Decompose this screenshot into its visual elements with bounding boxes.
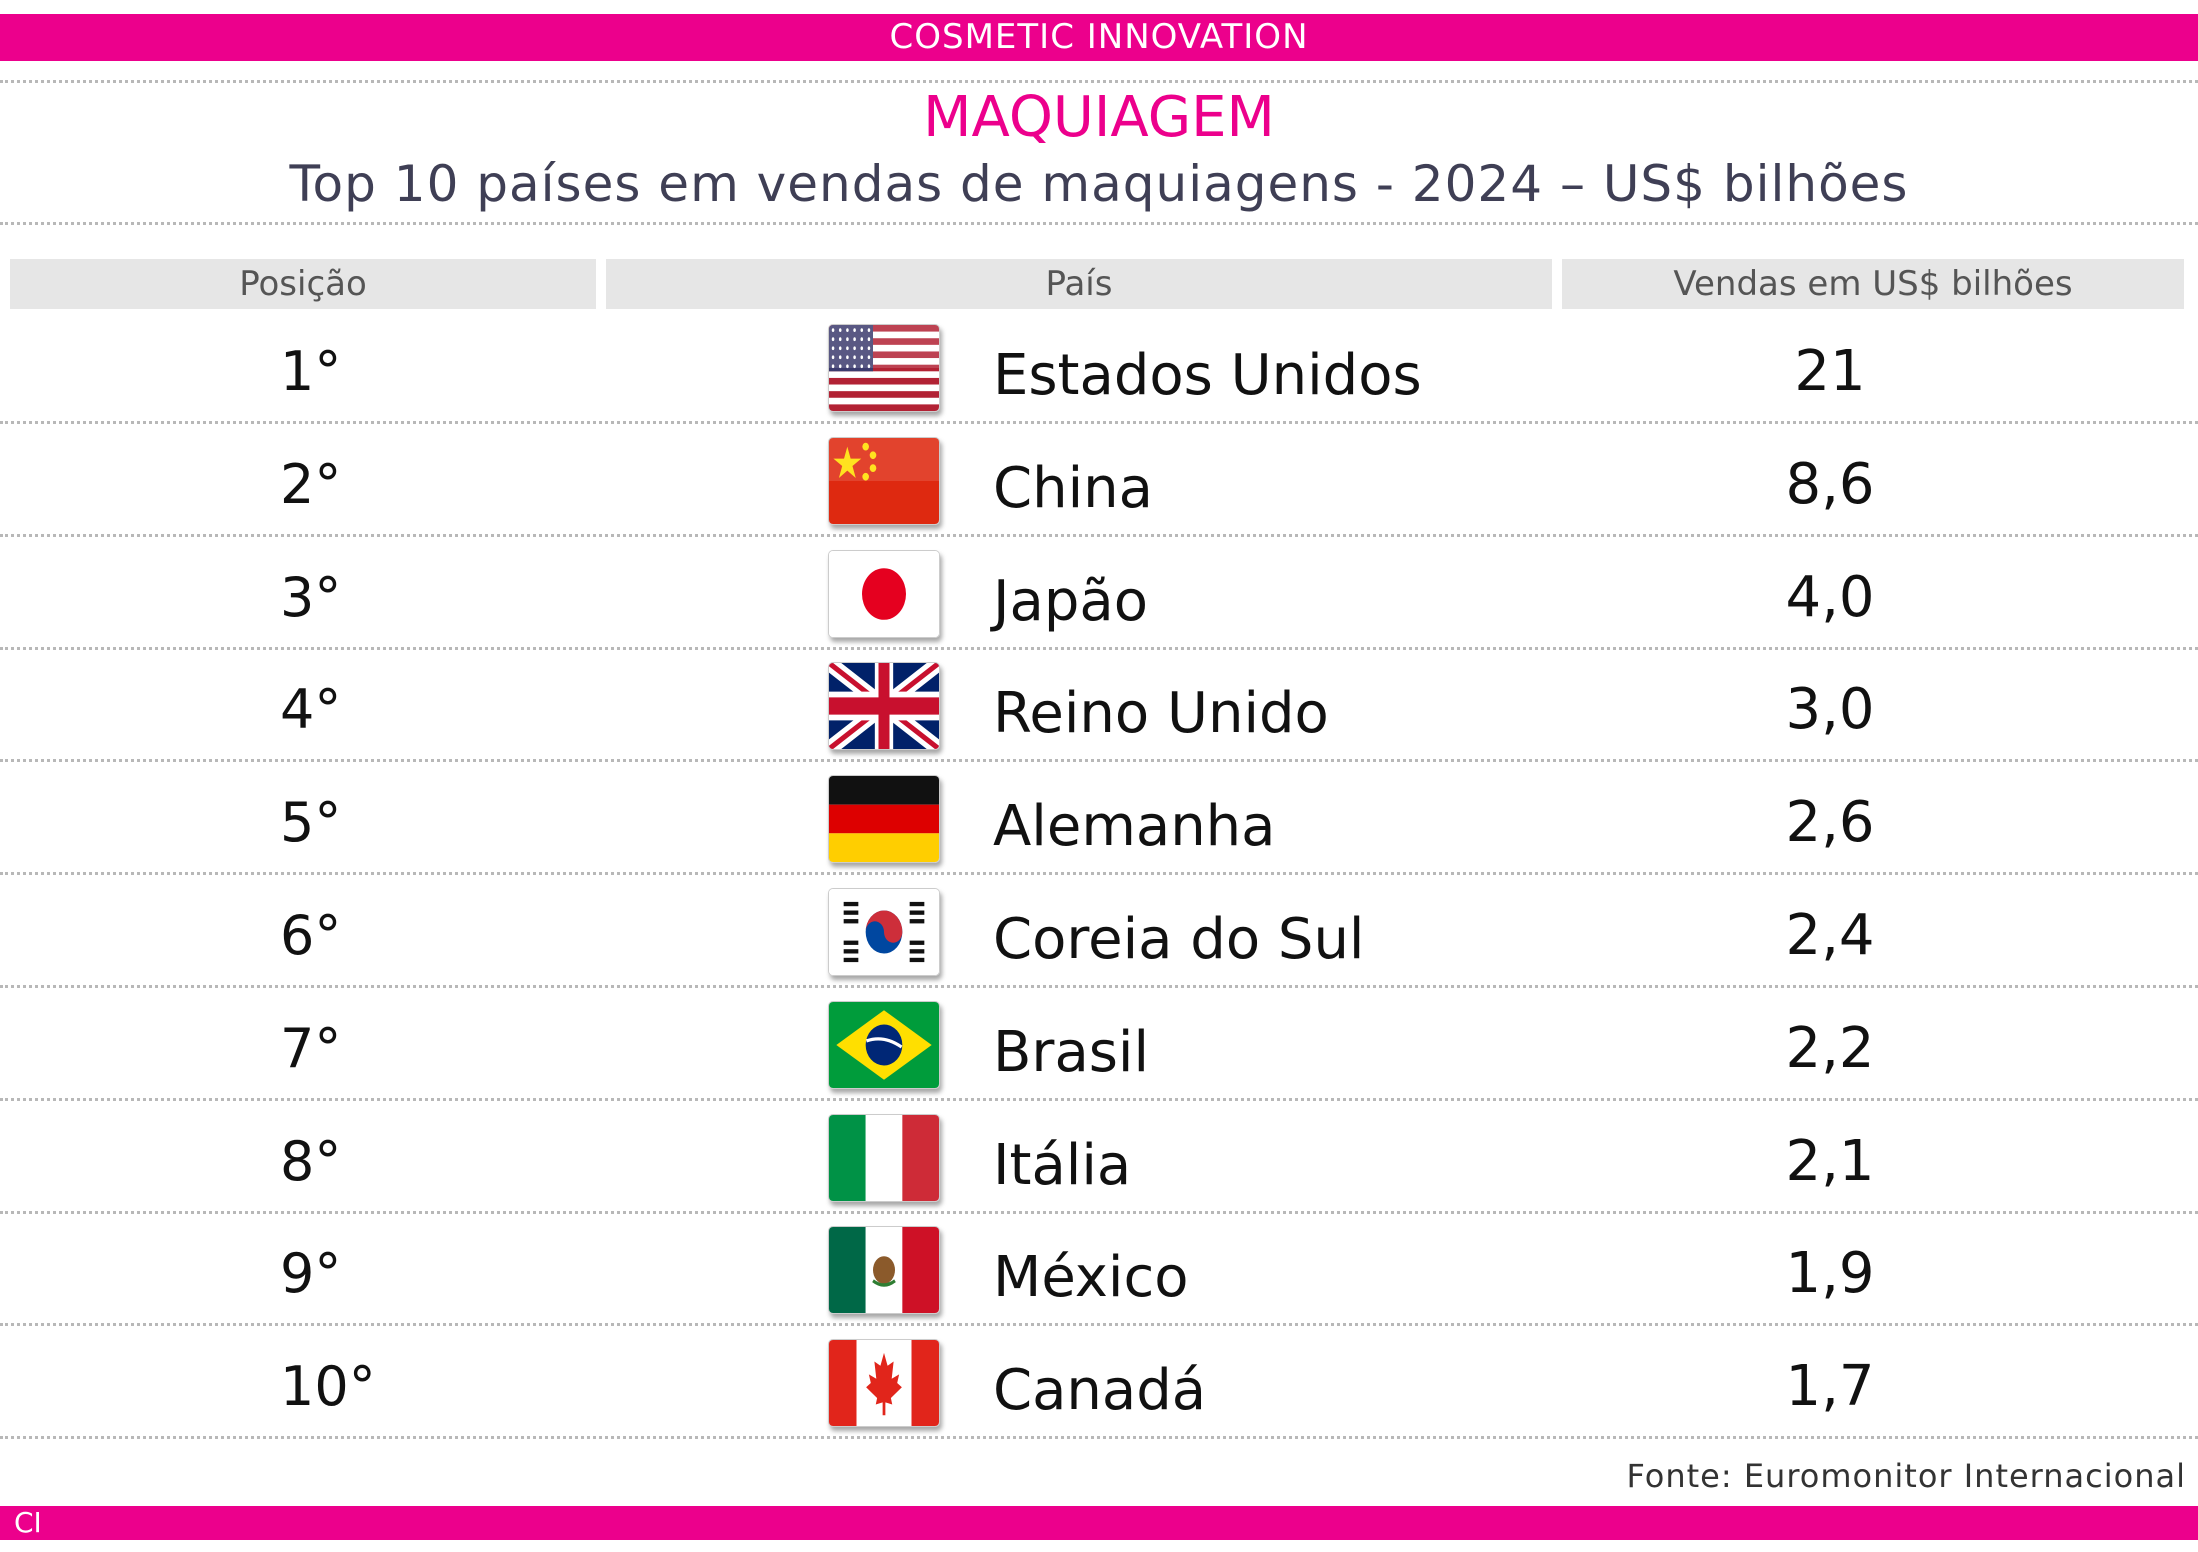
table-row: 6° Coreia do Sul 2,4 [0, 874, 2198, 988]
row-divider [0, 421, 2198, 424]
rank-position: 1° [280, 340, 342, 403]
row-divider [0, 1436, 2198, 1440]
bottom-banner: CI [0, 1506, 2198, 1540]
flag-usa-icon [828, 324, 940, 412]
top-banner: COSMETIC INNOVATION [0, 14, 2198, 61]
row-divider [0, 646, 2198, 650]
section-title: MAQUIAGEM [923, 85, 1275, 150]
country-name: México [993, 1245, 1189, 1311]
country-name: Canadá [993, 1358, 1207, 1424]
country-name: Coreia do Sul [993, 907, 1365, 972]
rank-position: 3° [280, 565, 342, 629]
sales-value: 1,9 [1785, 1241, 1875, 1307]
table-row: 8° Itália 2,1 [0, 1100, 2198, 1214]
table-row: 10° Canadá 1,7 [0, 1325, 2198, 1440]
flag-italy-icon [828, 1113, 940, 1202]
source-note: Fonte: Euromonitor Internacional [1626, 1457, 2186, 1495]
sales-value: 21 [1794, 339, 1866, 404]
row-divider [0, 1097, 2198, 1101]
row-divider [0, 872, 2198, 876]
sales-value: 8,6 [1785, 451, 1875, 517]
header-country: País [606, 259, 1552, 309]
banner-text: COSMETIC INNOVATION [889, 17, 1309, 57]
footer-logo: CI [14, 1506, 42, 1539]
table-row: 2° China 8,6 [0, 423, 2198, 537]
table-row: 5° Alemanha 2,6 [0, 761, 2198, 876]
rank-position: 9° [280, 1242, 342, 1306]
row-divider [0, 759, 2198, 763]
flag-china-icon [828, 436, 940, 525]
sales-value: 3,0 [1785, 677, 1875, 743]
table-row: 7° Brasil 2,2 [0, 987, 2198, 1101]
country-name: Alemanha [993, 794, 1276, 860]
flag-canada-icon [828, 1339, 940, 1428]
row-divider [0, 1210, 2198, 1214]
row-divider [0, 985, 2198, 988]
country-name: China [993, 455, 1153, 521]
divider [0, 222, 2198, 225]
rank-position: 5° [280, 791, 342, 855]
rank-position: 10° [280, 1355, 376, 1419]
page-subtitle: Top 10 países em vendas de maquiagens - … [289, 155, 1909, 213]
table-row: 4° Reino Unido 3,0 [0, 648, 2198, 763]
flag-south-korea-icon [828, 888, 940, 976]
sales-value: 2,2 [1785, 1015, 1875, 1081]
sales-value: 2,6 [1785, 790, 1875, 856]
sales-value: 2,1 [1785, 1128, 1875, 1194]
flag-uk-icon [828, 662, 940, 751]
rank-position: 4° [280, 678, 342, 742]
country-name: Reino Unido [993, 681, 1329, 747]
row-divider [0, 533, 2198, 537]
country-name: Itália [993, 1132, 1132, 1198]
country-name: Brasil [993, 1019, 1150, 1085]
country-name: Estados Unidos [993, 343, 1422, 408]
flag-japan-icon [828, 549, 940, 638]
sales-value: 1,7 [1785, 1354, 1875, 1420]
rank-position: 8° [280, 1129, 342, 1193]
flag-mexico-icon [828, 1226, 940, 1315]
table-row: 3° Japão 4,0 [0, 536, 2198, 650]
row-divider [0, 1323, 2198, 1327]
header-sales: Vendas em US$ bilhões [1562, 259, 2184, 309]
sales-value: 4,0 [1785, 564, 1875, 630]
divider [0, 80, 2198, 83]
flag-germany-icon [828, 775, 940, 864]
rank-position: 7° [280, 1016, 342, 1080]
sales-value: 2,4 [1785, 903, 1875, 968]
country-name: Japão [993, 568, 1148, 634]
flag-brazil-icon [828, 1000, 940, 1089]
table-row: 1° Estados Unidos 21 [0, 310, 2198, 424]
table-row: 9° México 1,9 [0, 1212, 2198, 1327]
rank-position: 6° [280, 904, 342, 967]
rank-position: 2° [280, 452, 342, 516]
header-position: Posição [10, 259, 596, 309]
